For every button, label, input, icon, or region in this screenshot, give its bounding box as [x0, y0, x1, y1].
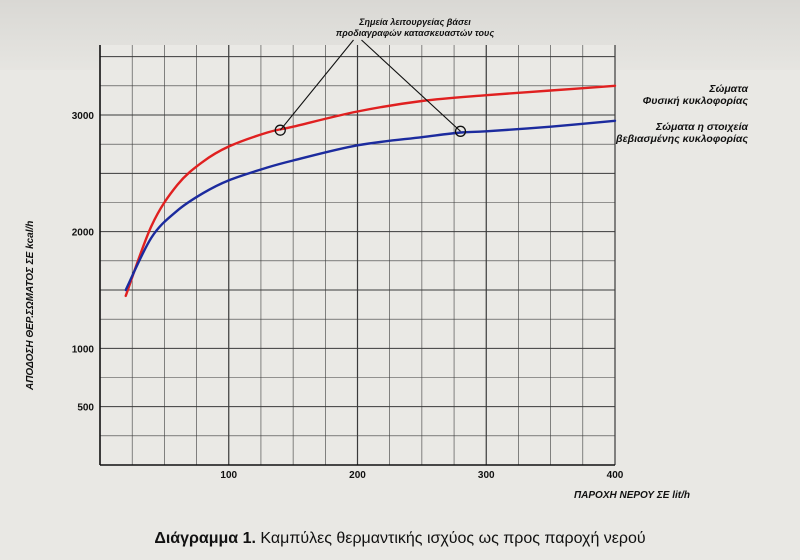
caption-text: Καμπύλες θερμαντικής ισχύος ως προς παρο… [255, 530, 646, 547]
series-lines [124, 84, 617, 298]
y-tick-label: 3000 [72, 111, 95, 122]
legend-label-2: βεβιασμένης κυκλοφορίας [615, 133, 748, 145]
y-axis-label: ΑΠΟΔΟΣΗ ΘΕΡ.ΣΩΜΑΤΟΣ ΣΕ kcal/h [25, 221, 36, 391]
annotation-line-2: προδιαγραφών κατασκευαστών τους [336, 28, 494, 38]
series-line-1 [124, 84, 617, 298]
operating-point-marker-2 [454, 125, 467, 137]
x-tick-label: 100 [220, 470, 237, 481]
y-tick-label: 1000 [72, 344, 95, 355]
legend-label-1: Φυσική κυκλοφορίας [643, 95, 749, 107]
x-tick-label: 200 [349, 470, 366, 481]
heat-output-chart: 100 200 300 400 500 1000 2000 3000 Σημεία λειτο… [25, 17, 748, 501]
annotation-leader-2 [361, 39, 461, 132]
annotation-line-1: Σημεία λειτουργείας βάσει [358, 17, 471, 27]
figure-caption: Διάγραμμα 1. Καμπύλες θερμαντικής ισχύος… [0, 530, 800, 548]
x-axis-label: ΠΑΡΟΧΗ ΝΕΡΟΥ ΣΕ lit/h [574, 490, 690, 501]
caption-number: Διάγραμμα 1. [154, 530, 256, 547]
annotation-leader-1 [279, 39, 354, 131]
legend-label-1: Σώματα [708, 83, 748, 95]
x-tick-label: 400 [607, 470, 624, 481]
tick-labels: 100 200 300 400 500 1000 2000 3000 [72, 111, 624, 481]
legend-label-2: Σώματα η στοιχεία [655, 121, 748, 133]
x-tick-label: 300 [478, 470, 495, 481]
y-tick-label: 2000 [72, 228, 95, 239]
operating-point-marker-1 [274, 124, 286, 136]
series-line-2 [124, 119, 617, 292]
y-tick-label: 500 [77, 403, 94, 414]
